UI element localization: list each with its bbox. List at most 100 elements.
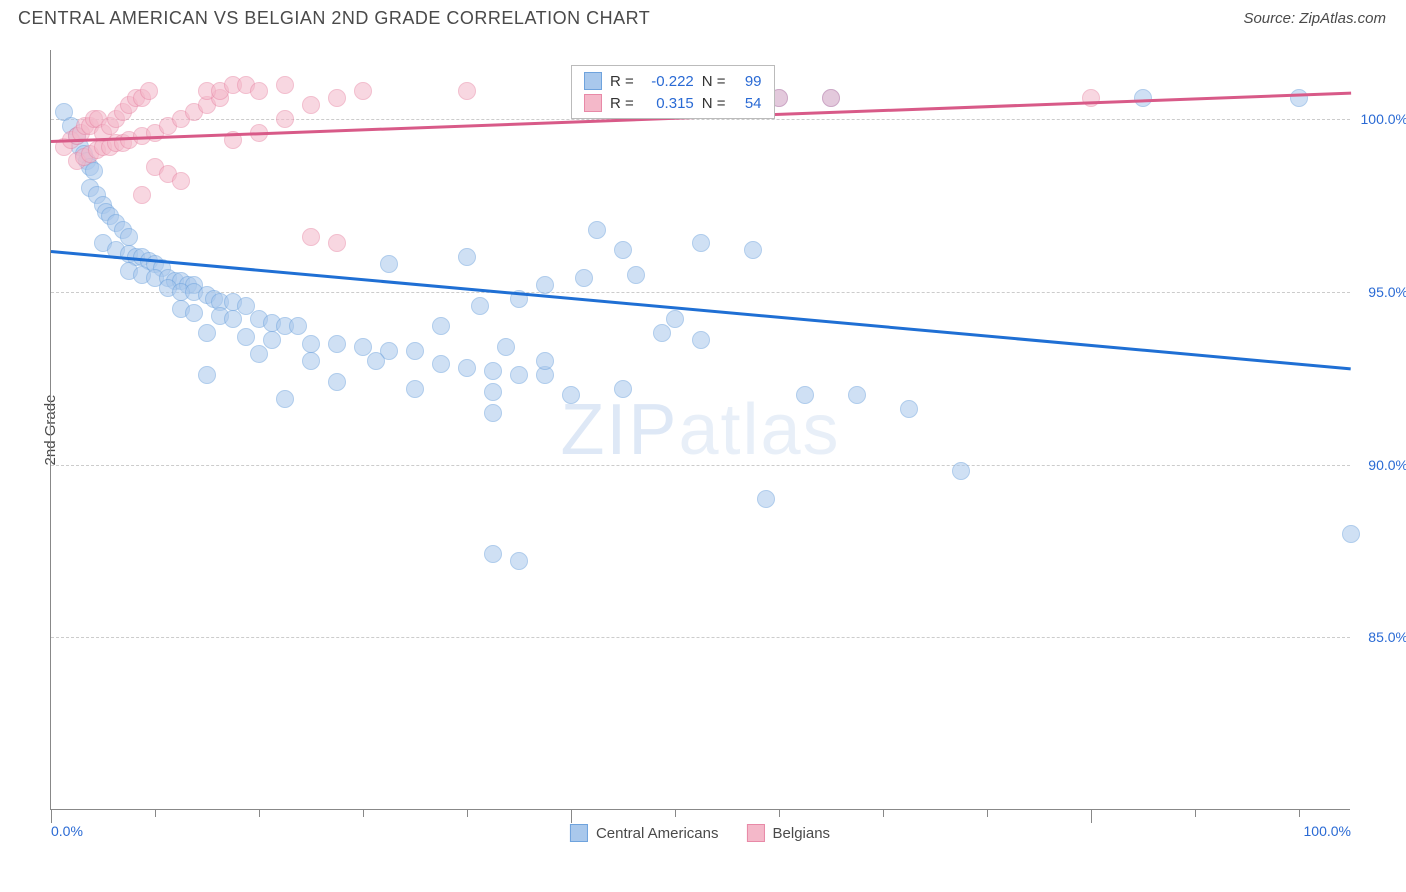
legend-swatch [747, 824, 765, 842]
data-point [432, 355, 450, 373]
data-point [302, 352, 320, 370]
data-point [328, 335, 346, 353]
x-tick-minor [675, 809, 676, 817]
x-tick-label: 100.0% [1304, 823, 1351, 839]
data-point [484, 545, 502, 563]
stat-r-value: 0.315 [642, 95, 694, 112]
data-point [757, 490, 775, 508]
legend-swatch [584, 72, 602, 90]
y-tick-label: 95.0% [1368, 284, 1406, 300]
data-point [289, 317, 307, 335]
data-point [1342, 525, 1360, 543]
data-point [302, 228, 320, 246]
stat-n-label: N = [702, 73, 726, 90]
data-point [1082, 89, 1100, 107]
data-point [692, 234, 710, 252]
data-point [380, 255, 398, 273]
x-tick-minor [779, 809, 780, 817]
data-point [900, 400, 918, 418]
bottom-legend-item: Central Americans [570, 824, 719, 842]
stat-r-value: -0.222 [642, 73, 694, 90]
stat-r-label: R = [610, 95, 634, 112]
y-tick-label: 100.0% [1361, 111, 1406, 127]
data-point [328, 373, 346, 391]
data-point [510, 552, 528, 570]
data-point [140, 82, 158, 100]
data-point [237, 328, 255, 346]
stat-n-value: 54 [734, 95, 762, 112]
data-point [328, 234, 346, 252]
x-tick [571, 809, 572, 823]
x-tick-label: 0.0% [51, 823, 83, 839]
data-point [432, 317, 450, 335]
legend-label: Belgians [773, 825, 831, 842]
bottom-legend: Central Americans Belgians [570, 824, 830, 842]
data-point [484, 383, 502, 401]
data-point [198, 366, 216, 384]
chart-title: CENTRAL AMERICAN VS BELGIAN 2ND GRADE CO… [18, 8, 650, 29]
data-point [458, 359, 476, 377]
x-tick-minor [883, 809, 884, 817]
data-point [120, 228, 138, 246]
data-point [185, 304, 203, 322]
data-point [822, 89, 840, 107]
data-point [744, 241, 762, 259]
data-point [406, 342, 424, 360]
data-point [354, 82, 372, 100]
x-tick-minor [987, 809, 988, 817]
data-point [276, 110, 294, 128]
data-point [536, 276, 554, 294]
data-point [367, 352, 385, 370]
x-tick-minor [1195, 809, 1196, 817]
data-point [536, 352, 554, 370]
data-point [263, 331, 281, 349]
stats-legend: R =-0.222 N =99R =0.315 N =54 [571, 65, 775, 119]
data-point [627, 266, 645, 284]
data-point [653, 324, 671, 342]
source-label: Source: ZipAtlas.com [1243, 10, 1386, 27]
stat-r-label: R = [610, 73, 634, 90]
data-point [406, 380, 424, 398]
data-point [276, 76, 294, 94]
x-tick-minor [1299, 809, 1300, 817]
data-point [510, 366, 528, 384]
data-point [692, 331, 710, 349]
data-point [1290, 89, 1308, 107]
data-point [562, 386, 580, 404]
data-point [471, 297, 489, 315]
data-point [302, 335, 320, 353]
legend-swatch [584, 94, 602, 112]
data-point [458, 248, 476, 266]
gridline [51, 465, 1350, 466]
y-tick-label: 90.0% [1368, 457, 1406, 473]
data-point [172, 172, 190, 190]
gridline [51, 119, 1350, 120]
gridline [51, 637, 1350, 638]
legend-label: Central Americans [596, 825, 719, 842]
stat-n-value: 99 [734, 73, 762, 90]
x-tick-minor [467, 809, 468, 817]
gridline [51, 292, 1350, 293]
x-tick-minor [155, 809, 156, 817]
data-point [575, 269, 593, 287]
data-point [198, 324, 216, 342]
legend-swatch [570, 824, 588, 842]
data-point [302, 96, 320, 114]
data-point [614, 241, 632, 259]
data-point [458, 82, 476, 100]
data-point [848, 386, 866, 404]
x-tick-minor [259, 809, 260, 817]
data-point [276, 390, 294, 408]
data-point [484, 362, 502, 380]
x-tick [51, 809, 52, 823]
y-tick-label: 85.0% [1368, 629, 1406, 645]
legend-row: R = -0.222 N = 99 [584, 70, 762, 92]
data-point [588, 221, 606, 239]
plot-area: ZIPatlas 85.0%90.0%95.0%100.0%0.0%100.0%… [50, 50, 1350, 810]
x-tick [1091, 809, 1092, 823]
data-point [250, 345, 268, 363]
data-point [133, 186, 151, 204]
data-point [614, 380, 632, 398]
data-point [952, 462, 970, 480]
bottom-legend-item: Belgians [747, 824, 831, 842]
